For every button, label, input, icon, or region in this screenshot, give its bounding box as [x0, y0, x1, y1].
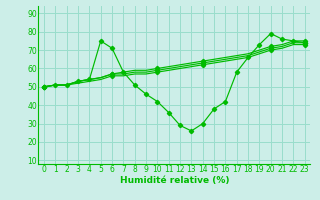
X-axis label: Humidité relative (%): Humidité relative (%) [120, 176, 229, 185]
